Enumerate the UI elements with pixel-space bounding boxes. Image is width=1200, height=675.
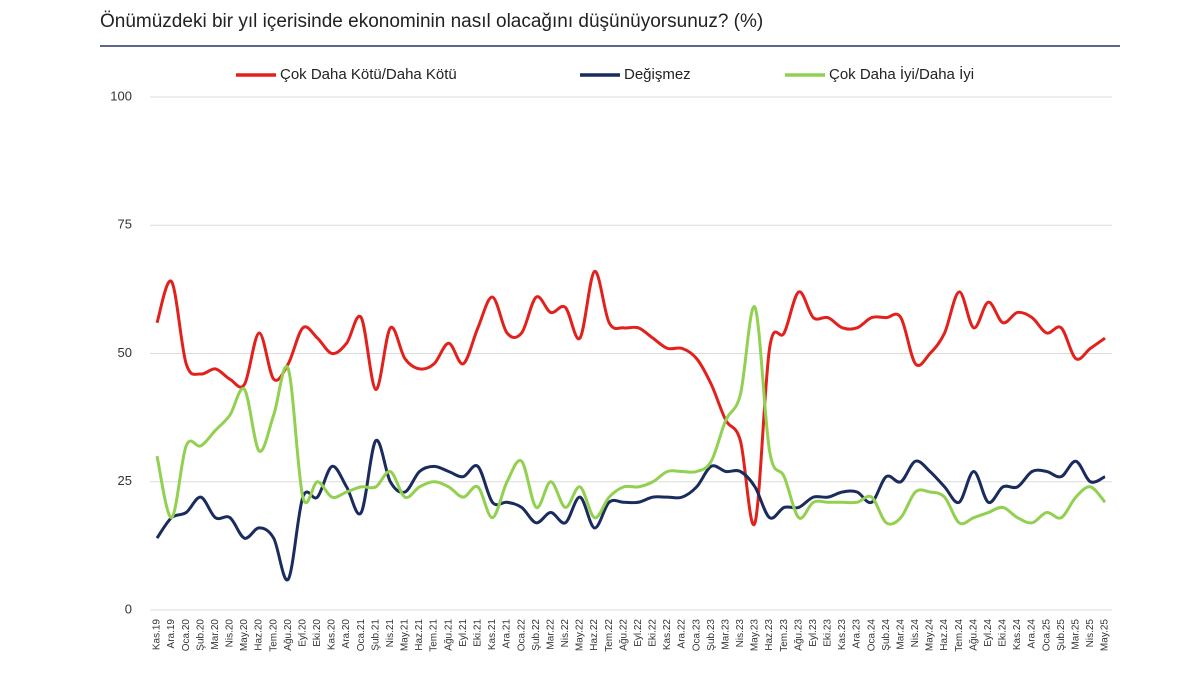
x-tick-label: May.23 [750,619,761,651]
x-tick-label: May.21 [400,619,411,651]
x-tick-label: Kas.22 [662,619,673,651]
y-tick-label: 25 [118,473,132,488]
x-tick-label: Eki.20 [312,619,323,647]
x-tick-label: Eyl.23 [808,619,819,647]
y-tick-label: 0 [125,601,132,616]
x-tick-label: Kas.23 [837,619,848,651]
legend-label: Çok Daha Kötü/Daha Kötü [280,66,457,83]
x-tick-label: Şub.22 [531,619,542,651]
chart-title: Önümüzdeki bir yıl içerisinde ekonominin… [100,11,763,32]
x-tick-label: Tem.24 [954,619,965,652]
series-line [155,269,1106,527]
x-tick-label: Eyl.21 [458,619,469,647]
x-tick-label: Ağu.24 [968,619,979,651]
legend-label: Değişmez [624,66,691,83]
x-tick-label: Mar.23 [720,619,731,650]
x-tick-label: Tem.22 [604,619,615,652]
x-tick-label: Oca.22 [516,619,527,652]
x-tick-label: Nis.22 [560,619,571,648]
x-tick-label: Ağu.22 [618,619,629,651]
x-tick-label: Eki.21 [473,619,484,647]
x-tick-label: Haz.23 [764,619,775,651]
x-tick-label: Mar.25 [1070,619,1081,650]
x-tick-label: Nis.21 [385,619,396,648]
x-tick-label: Eyl.20 [297,619,308,647]
legend-label: Çok Daha İyi/Daha İyi [829,65,974,83]
y-tick-label: 50 [118,345,132,360]
x-tick-label: Oca.25 [1041,619,1052,652]
x-tick-label: Şub.20 [195,619,206,651]
x-tick-label: Nis.25 [1085,619,1096,648]
x-tick-label: Şub.21 [370,619,381,651]
x-tick-label: Haz.24 [939,619,950,651]
x-tick-label: Eyl.24 [983,619,994,647]
x-tick-label: Haz.20 [254,619,265,651]
x-tick-label: Oca.23 [691,619,702,652]
x-tick-label: Ara.19 [166,619,177,649]
x-tick-label: Şub.24 [881,619,892,651]
x-tick-label: Tem.21 [429,619,440,652]
x-tick-label: Mar.20 [210,619,221,650]
x-tick-label: Eki.23 [823,619,834,647]
x-tick-label: Eyl.22 [633,619,644,647]
y-tick-label: 100 [110,88,132,103]
x-tick-label: Ağu.21 [443,619,454,651]
x-tick-label: Nis.20 [225,619,236,648]
x-tick-label: Oca.24 [866,619,877,652]
x-tick-label: Kas.21 [487,619,498,651]
x-tick-label: Eki.22 [648,619,659,647]
x-tick-label: May.20 [239,619,250,651]
x-tick-label: May.25 [1100,619,1111,651]
x-tick-label: Ara.21 [502,619,513,649]
x-tick-label: Kas.19 [152,619,163,651]
x-tick-label: Ara.22 [677,619,688,649]
series-line [155,305,1107,526]
x-tick-label: Ağu.23 [793,619,804,651]
x-tick-label: Şub.25 [1056,619,1067,651]
x-tick-label: Haz.21 [414,619,425,651]
x-tick-label: Eki.24 [998,619,1009,647]
x-tick-label: Tem.20 [268,619,279,652]
x-tick-label: May.24 [925,619,936,651]
x-tick-label: Nis.24 [910,619,921,648]
x-tick-label: Mar.22 [545,619,556,650]
x-tick-label: Oca.21 [356,619,367,652]
x-tick-label: Tem.23 [779,619,790,652]
x-tick-label: Kas.24 [1012,619,1023,651]
x-tick-label: Ağu.20 [283,619,294,651]
x-tick-label: Nis.23 [735,619,746,648]
x-tick-label: Haz.22 [589,619,600,651]
x-tick-label: Oca.20 [181,619,192,652]
x-tick-label: Mar.24 [895,619,906,650]
x-tick-label: Ara.20 [341,619,352,649]
series-line [155,439,1106,582]
y-tick-label: 75 [118,217,132,232]
x-tick-label: Şub.23 [706,619,717,651]
x-tick-label: Ara.24 [1027,619,1038,649]
x-tick-label: Ara.23 [852,619,863,649]
x-tick-label: Kas.20 [327,619,338,651]
x-tick-label: May.22 [575,619,586,651]
